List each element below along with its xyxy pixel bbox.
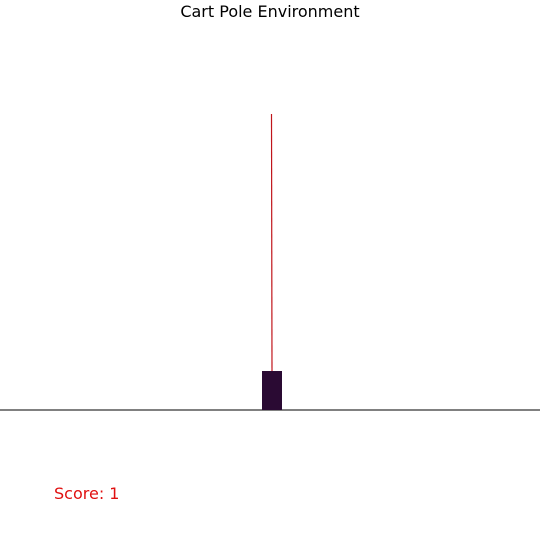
environment-title: Cart Pole Environment <box>180 2 360 21</box>
pole <box>270 113 273 372</box>
score-label: Score: 1 <box>54 484 120 503</box>
cart <box>262 371 282 410</box>
